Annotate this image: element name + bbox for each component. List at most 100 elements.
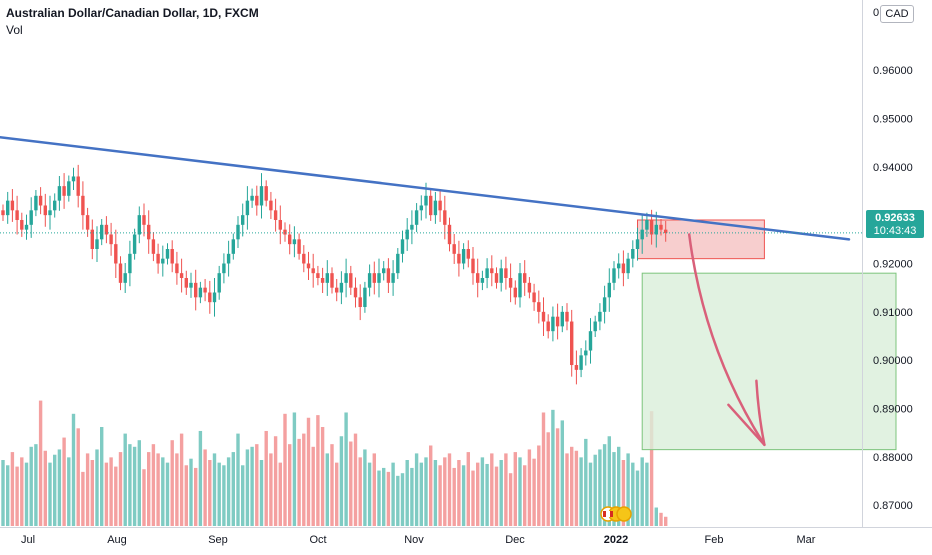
volume-bar (513, 452, 517, 526)
volume-bar (170, 440, 174, 526)
candle-body (654, 224, 658, 235)
candle-body (645, 219, 649, 230)
candle (15, 195, 19, 235)
event-icons[interactable] (600, 506, 632, 522)
candle-body (490, 268, 494, 274)
volume-label[interactable]: Vol (6, 23, 23, 37)
candle-body (400, 239, 405, 254)
candle-body (118, 263, 123, 283)
volume-bar (302, 433, 306, 526)
candle (452, 234, 456, 264)
candle-body (165, 249, 170, 259)
volume-bar (452, 467, 456, 526)
candle (43, 193, 47, 227)
candle (71, 167, 76, 191)
last-price-tag: 0.92633 10:43:43 (866, 210, 924, 238)
candle (565, 303, 569, 331)
candle-body (353, 287, 358, 298)
candle (584, 340, 588, 366)
candle (602, 285, 607, 324)
candle-body (179, 273, 184, 278)
candle (179, 258, 184, 293)
volume-bar (311, 446, 315, 526)
volume-bar (654, 507, 658, 526)
candle (10, 189, 15, 222)
candle (391, 260, 395, 296)
candle-body (396, 253, 400, 274)
volume-bar (466, 452, 470, 526)
volume-bars (1, 400, 668, 526)
volume-bar (626, 453, 630, 526)
volume-bar (38, 400, 43, 526)
trendline[interactable] (0, 135, 851, 241)
volume-bar (24, 462, 29, 526)
candle (100, 219, 104, 246)
volume-bar (499, 460, 503, 526)
volume-bar (264, 430, 268, 526)
candle (245, 186, 250, 230)
volume-bar (570, 446, 574, 526)
candle-body (132, 234, 137, 254)
candle-body (537, 302, 541, 312)
candle (118, 256, 123, 291)
time-axis[interactable]: Jul Aug Sep Oct Nov Dec 2022 Feb Mar (21, 534, 816, 546)
time-tick-label: Oct (309, 534, 326, 546)
candle (377, 258, 381, 298)
candle-body (584, 350, 588, 356)
candle (532, 283, 536, 311)
volume-bar (184, 465, 188, 526)
volume-bar (598, 449, 602, 526)
candle (194, 269, 198, 311)
candle-body (555, 316, 560, 327)
candle (288, 224, 292, 255)
symbol-title[interactable]: Australian Dollar/Canadian Dollar, 1D, F… (6, 6, 259, 20)
volume-bar (560, 420, 564, 526)
candle-body (527, 282, 532, 293)
volume-bar (208, 460, 212, 526)
volume-bar (57, 449, 62, 526)
candles (1, 164, 668, 385)
candle (607, 268, 611, 312)
candle (316, 265, 320, 286)
volume-bar (664, 516, 668, 526)
candle (372, 261, 376, 295)
price-tick-label: 0.92000 (873, 259, 913, 271)
candle (320, 267, 325, 293)
candle (137, 206, 141, 244)
volume-bar (34, 444, 38, 526)
candle (645, 212, 649, 237)
candle (302, 245, 306, 273)
candle (433, 191, 438, 224)
candle-body (29, 210, 33, 225)
volume-bar (353, 433, 358, 526)
candle (626, 252, 630, 279)
candle (358, 284, 362, 321)
volume-bar (250, 446, 254, 526)
candle (1, 204, 5, 221)
target-zone[interactable] (641, 272, 897, 451)
candle-body (250, 195, 254, 201)
candle-body (76, 176, 80, 196)
volume-bar (241, 465, 245, 526)
candle-body (288, 234, 292, 245)
candle (480, 270, 485, 291)
candle-body (20, 219, 24, 230)
price-tick-label: 0.90000 (873, 355, 913, 367)
candle (184, 270, 188, 295)
currency-badge[interactable]: CAD (880, 5, 914, 23)
candle (555, 303, 560, 340)
candle-body (504, 268, 508, 278)
volume-bar (372, 453, 376, 526)
candle-body (335, 287, 339, 293)
candle-body (151, 239, 156, 254)
projection-arrow[interactable] (687, 233, 766, 447)
volume-bar (109, 457, 113, 526)
dividend-event-icon[interactable] (616, 506, 632, 522)
candle-body (414, 210, 419, 225)
candle-body (278, 219, 282, 230)
candle-body (71, 176, 76, 182)
candle (476, 258, 480, 298)
volume-bar (457, 460, 461, 526)
candle-body (518, 273, 522, 298)
